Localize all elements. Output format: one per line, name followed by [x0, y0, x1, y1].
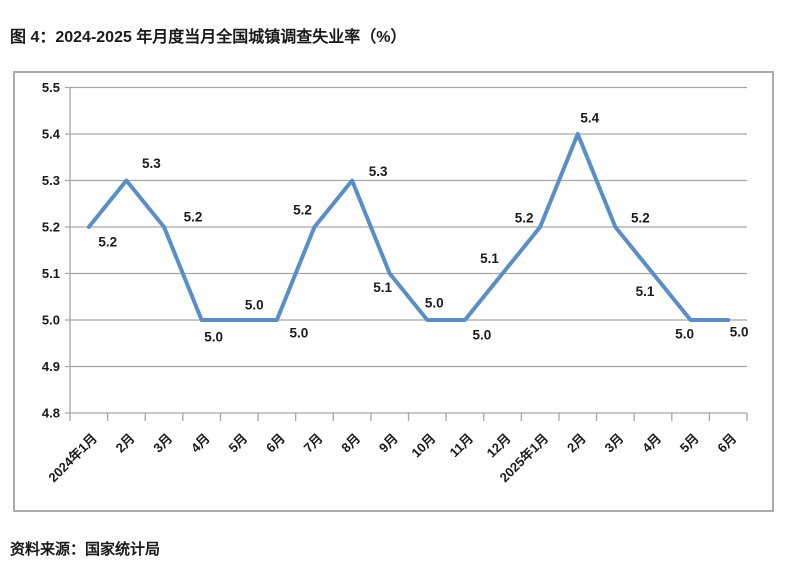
data-point-label: 5.1 [636, 284, 655, 299]
x-tick-label: 10月 [408, 431, 438, 461]
data-point-label: 5.0 [473, 328, 492, 343]
x-tick-label: 4月 [639, 431, 664, 456]
x-tick-label: 3月 [150, 431, 175, 456]
x-tick-label: 12月 [484, 431, 514, 461]
x-tick-label: 6月 [263, 431, 288, 456]
data-point-label: 5.2 [184, 210, 203, 225]
data-point-label: 5.0 [204, 330, 223, 345]
y-tick-label: 5.2 [42, 220, 60, 235]
x-tick-label: 2月 [113, 431, 138, 456]
y-tick-label: 4.8 [42, 406, 60, 421]
y-tick-label: 5.0 [42, 313, 60, 328]
y-tick-label: 5.4 [42, 127, 61, 142]
x-tick-label: 3月 [602, 431, 627, 456]
x-tick-label: 5月 [225, 431, 250, 456]
data-point-label: 5.0 [425, 296, 444, 311]
y-tick-label: 5.3 [42, 173, 60, 188]
y-tick-label: 4.9 [42, 359, 60, 374]
data-point-label: 5.3 [369, 164, 388, 179]
data-point-label: 5.0 [245, 298, 264, 313]
y-tick-label: 5.1 [42, 266, 60, 281]
data-line [86, 132, 731, 322]
data-point-label: 5.2 [631, 211, 650, 226]
figure-title: 图 4：2024-2025 年月度当月全国城镇调查失业率（%） [10, 29, 407, 46]
source-note: 资料来源：国家统计局 [10, 541, 161, 558]
x-tick-label: 2月 [564, 431, 589, 456]
x-tick-label: 2024年1月 [45, 431, 100, 486]
x-tick-label: 8月 [338, 431, 363, 456]
data-point-label: 5.1 [480, 251, 499, 266]
data-point-label: 5.0 [675, 327, 694, 342]
chart-container: 5.5 5.4 5.3 5.2 5.1 5.0 4.9 4.8 2024年1月 2月 3月 4月 5月 6… [13, 71, 774, 512]
data-point-label: 5.2 [98, 235, 117, 250]
x-tick-label: 7月 [301, 431, 326, 456]
data-point-label: 5.3 [142, 156, 161, 171]
x-tick-label: 11月 [447, 431, 477, 461]
data-point-label: 5.2 [293, 203, 312, 218]
x-tick-label: 4月 [188, 431, 213, 456]
y-tick-label: 5.5 [42, 80, 60, 95]
data-point-label: 5.0 [730, 325, 749, 340]
x-tick-label: 6月 [714, 431, 739, 456]
x-tick-label: 5月 [677, 431, 702, 456]
unemployment-line-chart: 5.5 5.4 5.3 5.2 5.1 5.0 4.9 4.8 2024年1月 2月 3月 4月 5月 6… [42, 80, 749, 486]
data-point-label: 5.2 [515, 211, 534, 226]
data-point-label: 5.0 [289, 326, 308, 341]
data-point-label: 5.1 [373, 280, 392, 295]
x-tick-label: 9月 [376, 431, 401, 456]
data-point-label: 5.4 [580, 111, 599, 126]
